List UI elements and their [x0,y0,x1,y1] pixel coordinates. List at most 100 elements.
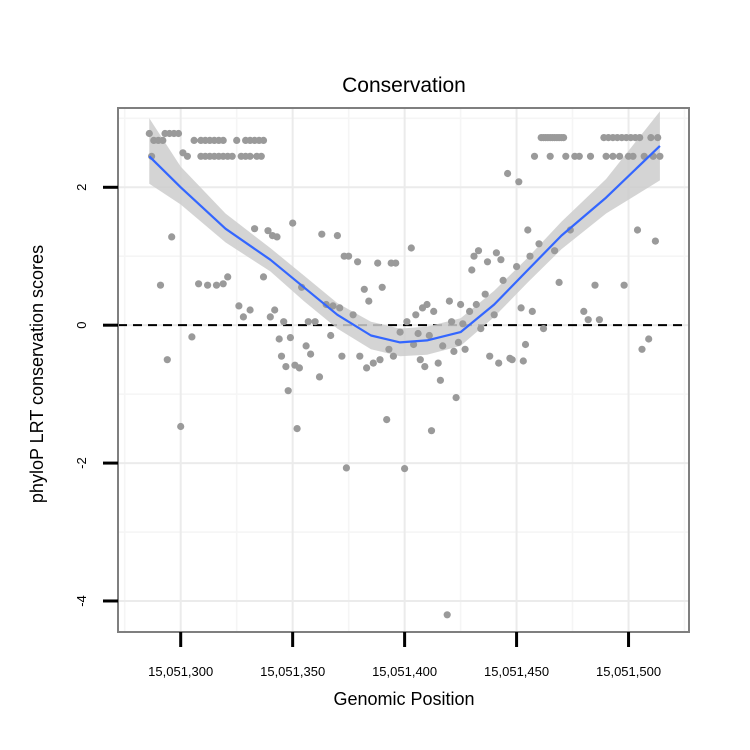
data-point [183,152,191,160]
data-point [580,307,588,315]
data-point [474,247,483,255]
data-point [156,281,165,289]
data-point [499,276,507,284]
data-point [277,352,286,360]
data-point [280,318,288,326]
y-tick-label: -2 [74,457,89,469]
data-point [530,152,539,160]
data-point [259,136,268,144]
data-point [273,233,281,241]
data-point [477,325,485,333]
data-point [466,307,474,315]
data-point [284,387,292,395]
x-tick-label: 15,051,450 [484,664,549,679]
data-point [174,129,183,138]
data-point [407,244,415,252]
data-point [434,359,442,367]
data-point [275,335,283,343]
data-point [289,219,297,227]
data-point [620,281,628,289]
data-point [524,226,532,234]
y-tick-label: 0 [74,322,89,329]
data-point [562,152,570,160]
data-point [504,169,512,178]
x-tick-label: 15,051,350 [260,664,325,679]
data-point [651,237,660,245]
y-axis: 2 0 -2 -4 [74,184,118,607]
data-point [470,252,478,260]
data-point [486,352,494,360]
data-point [219,280,227,288]
data-point [159,136,167,144]
data-point [304,318,312,326]
data-point [656,152,664,160]
confidence-ribbon [149,111,660,357]
data-point [246,152,254,160]
data-point [385,345,393,353]
data-point [461,345,469,353]
grid-lines [118,108,689,632]
data-point [239,313,247,321]
data-point [546,152,554,160]
data-point [295,364,303,372]
data-point [286,334,294,342]
data-point [481,290,489,298]
data-point [365,297,373,305]
data-point [412,311,420,319]
data-point [423,300,431,309]
data-point [204,281,212,289]
data-point [392,259,400,267]
plot-area [117,107,690,633]
data-point [369,359,377,367]
confidence-ribbon-group [149,111,660,357]
y-axis-title: phyloP LRT conservation scores [27,245,47,503]
data-point [259,273,268,281]
data-point [508,356,516,364]
data-point [389,352,397,360]
data-point [616,152,624,160]
data-point [378,283,386,291]
x-tick-label: 15,051,400 [372,664,437,679]
data-point [224,273,232,281]
data-point [638,345,646,353]
data-point [282,363,290,371]
data-point [188,333,196,341]
data-point [235,302,243,310]
data-point [163,356,171,364]
data-point [443,611,451,619]
data-point [327,331,335,340]
data-point [311,318,319,326]
data-point [356,352,364,360]
smooth-line [148,145,661,344]
data-point [454,338,462,346]
data-point [551,247,559,255]
y-tick-label: -4 [74,595,89,607]
data-point [383,416,391,424]
data-point [497,256,505,264]
data-point [584,316,592,324]
data-point [396,328,404,336]
data-point [439,342,447,350]
data-point [633,226,642,234]
data-point [251,225,259,233]
data-point [338,352,346,360]
data-point [401,465,409,473]
data-point [602,152,610,160]
data-point [459,320,467,328]
data-point [345,252,353,260]
data-point [228,152,236,160]
data-point [333,232,341,240]
data-point [342,464,350,472]
data-point [271,306,279,314]
data-point [517,304,525,312]
data-point [219,136,227,144]
data-point [526,252,534,260]
data-point [472,300,480,309]
data-point [645,335,653,343]
data-point [177,422,185,431]
data-point [414,329,422,338]
data-point [647,134,655,142]
data-point [302,342,310,350]
data-point [492,249,500,257]
data-point [629,152,637,160]
